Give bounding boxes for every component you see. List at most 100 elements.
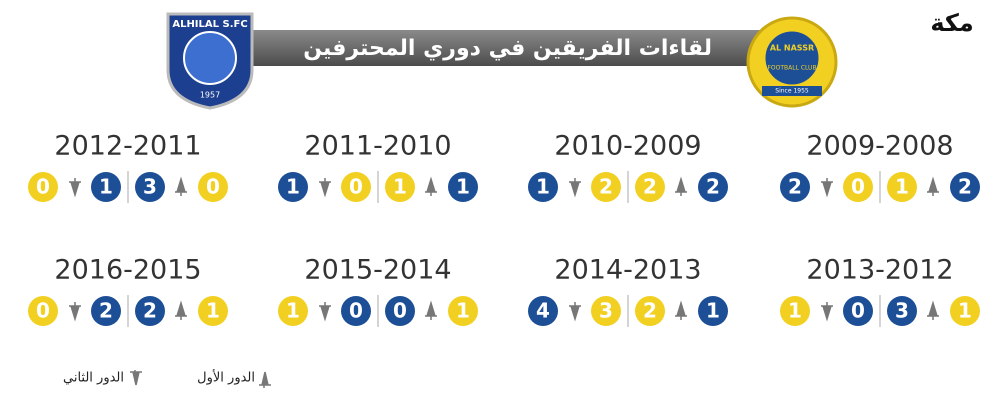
score-circle	[198, 296, 228, 326]
score-circle	[950, 296, 980, 326]
score: 1	[706, 299, 720, 323]
score-circle	[198, 172, 228, 202]
score: 2	[99, 299, 113, 323]
score-circle	[780, 296, 810, 326]
arrow-down	[69, 302, 81, 322]
arrow-down	[569, 178, 581, 198]
season: 2015-2014	[304, 255, 451, 286]
score-circle	[843, 172, 873, 202]
nassr-logo: AL NASSR FOOTBALL CLUB Since 1955	[746, 16, 838, 108]
score: 1	[788, 299, 802, 323]
score-circle	[278, 296, 308, 326]
score-circle	[385, 172, 415, 202]
score-circle	[341, 172, 371, 202]
score-circle	[91, 296, 121, 326]
score-circle	[635, 296, 665, 326]
score: 1	[958, 299, 972, 323]
score: 1	[456, 299, 470, 323]
score-circle	[887, 172, 917, 202]
score: 2	[643, 175, 657, 199]
score: 2	[788, 175, 802, 199]
score-circle	[448, 172, 478, 202]
score: 0	[851, 299, 865, 323]
score-circle	[135, 172, 165, 202]
score-circle	[591, 296, 621, 326]
arrow-up	[425, 176, 437, 196]
nassr-sub: FOOTBALL CLUB	[767, 65, 816, 72]
score: 3	[895, 299, 909, 323]
score: 0	[36, 299, 50, 323]
score-circle	[528, 172, 558, 202]
arrow-down	[821, 178, 833, 198]
legend-first: الدور الأول	[197, 369, 255, 386]
score: 0	[851, 175, 865, 199]
season: 2010-2009	[554, 131, 701, 162]
season: 2013-2012	[806, 255, 953, 286]
score: 1	[99, 175, 113, 199]
score-circle	[591, 172, 621, 202]
arrow-down	[69, 178, 81, 198]
score-circle	[91, 172, 121, 202]
score-circle	[135, 296, 165, 326]
score: 2	[143, 299, 157, 323]
score: 1	[393, 175, 407, 199]
score: 2	[958, 175, 972, 199]
score-circle	[278, 172, 308, 202]
arrow-up	[675, 176, 687, 196]
score: 0	[206, 175, 220, 199]
score: 1	[536, 175, 550, 199]
score-circle	[528, 296, 558, 326]
hilal-name: ALHILAL S.FC	[172, 19, 247, 30]
legend: الدور الأول الدور الثاني	[63, 369, 271, 388]
score-circle	[385, 296, 415, 326]
score: 1	[895, 175, 909, 199]
hilal-logo: ALHILAL S.FC 1957	[166, 12, 254, 110]
score: 1	[286, 299, 300, 323]
score: 0	[349, 175, 363, 199]
score-circle	[780, 172, 810, 202]
score-circle	[28, 296, 58, 326]
score-circle	[635, 172, 665, 202]
score: 2	[706, 175, 720, 199]
arrow-up	[927, 176, 939, 196]
arrow-down	[569, 302, 581, 322]
season: 2016-2015	[54, 255, 201, 286]
score-circle	[698, 296, 728, 326]
score: 0	[36, 175, 50, 199]
score-circle	[341, 296, 371, 326]
score-circle	[698, 172, 728, 202]
brand: مكة	[930, 9, 973, 37]
arrow-down	[821, 302, 833, 322]
score: 1	[206, 299, 220, 323]
season: 2009-2008	[806, 131, 953, 162]
season: 2014-2013	[554, 255, 701, 286]
score: 2	[599, 175, 613, 199]
hilal-year: 1957	[200, 91, 220, 100]
arrow-up	[927, 300, 939, 320]
score: 3	[143, 175, 157, 199]
arrow-up	[175, 176, 187, 196]
legend-second: الدور الثاني	[63, 371, 124, 386]
score-circle	[887, 296, 917, 326]
title-bar	[240, 30, 760, 66]
arrow-up	[425, 300, 437, 320]
score: 4	[536, 299, 550, 323]
score: 0	[349, 299, 363, 323]
score: 1	[286, 175, 300, 199]
score: 3	[599, 299, 613, 323]
arrow-up	[175, 300, 187, 320]
season: 2012-2011	[54, 131, 201, 162]
score: 0	[393, 299, 407, 323]
arrow-up	[675, 300, 687, 320]
nassr-since: Since 1955	[775, 88, 809, 95]
nassr-name: AL NASSR	[770, 44, 814, 53]
score-circle	[950, 172, 980, 202]
arrow-down	[319, 178, 331, 198]
score-circle	[448, 296, 478, 326]
score-circle	[843, 296, 873, 326]
score-circle	[28, 172, 58, 202]
arrow-down	[319, 302, 331, 322]
season: 2011-2010	[304, 131, 451, 162]
title: لقاءات الفريقين في دوري المحترفين	[303, 36, 712, 61]
